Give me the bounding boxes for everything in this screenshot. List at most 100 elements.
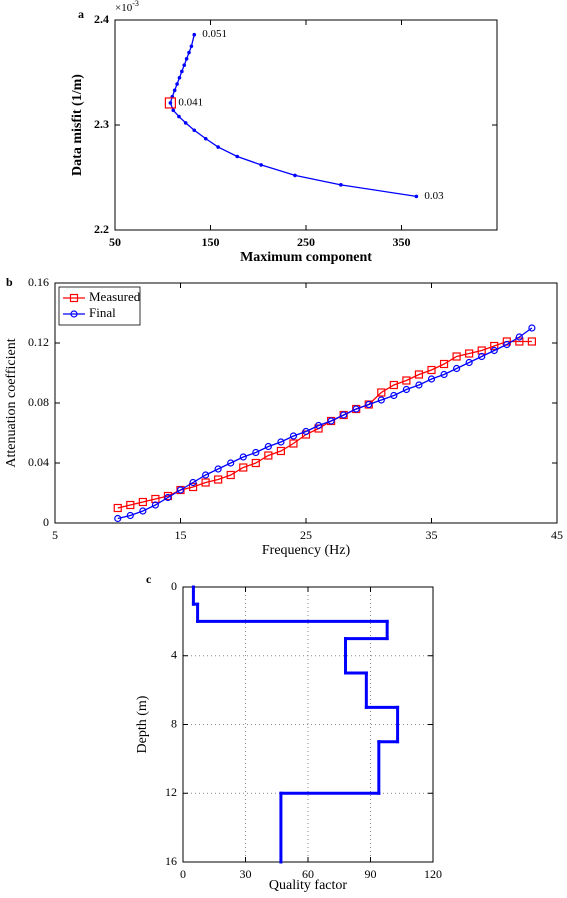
marker — [164, 493, 172, 502]
marker — [227, 459, 235, 467]
multiplier-base: ×10 — [115, 2, 133, 14]
x-tick-label: 5 — [52, 528, 58, 542]
panel-label: a — [78, 7, 84, 21]
marker — [216, 145, 220, 149]
marker — [264, 451, 273, 460]
marker — [176, 486, 185, 494]
y-tick-label: 4 — [171, 648, 177, 662]
y-axis-label: Depth (m) — [135, 695, 150, 753]
marker — [114, 514, 122, 523]
marker — [251, 458, 260, 468]
marker — [465, 349, 474, 358]
point-label: 0.03 — [424, 190, 444, 202]
marker — [187, 50, 191, 55]
marker — [390, 391, 398, 400]
marker — [189, 44, 194, 49]
legend-marker — [70, 310, 78, 318]
marker — [180, 69, 184, 74]
marker — [415, 381, 423, 389]
marker — [327, 417, 335, 425]
marker — [184, 57, 189, 61]
marker — [214, 475, 223, 484]
x-axis-label: Frequency (Hz) — [262, 543, 351, 558]
marker — [183, 121, 188, 125]
series-line — [117, 327, 533, 520]
marker — [365, 400, 373, 409]
marker — [171, 108, 176, 113]
x-tick-label: 0 — [180, 867, 186, 881]
y-tick-label: 16 — [165, 854, 177, 868]
panel-label: b — [6, 275, 13, 289]
marker — [289, 439, 298, 448]
marker — [277, 438, 285, 446]
marker — [192, 32, 197, 37]
y-tick-label: 0.08 — [28, 395, 49, 409]
marker — [259, 163, 263, 167]
legend-marker — [69, 293, 79, 303]
x-tick-label: 90 — [365, 867, 377, 881]
series-line — [169, 34, 417, 198]
marker — [239, 463, 248, 472]
marker — [515, 337, 524, 346]
x-tick-label: 250 — [297, 235, 315, 249]
marker — [527, 337, 537, 346]
x-tick-label: 50 — [109, 235, 121, 249]
x-tick-label: 120 — [424, 867, 442, 881]
marker — [239, 453, 247, 461]
marker — [168, 101, 173, 105]
marker — [340, 411, 348, 419]
panel-label: c — [146, 572, 152, 586]
x-tick-label: 150 — [202, 235, 220, 249]
marker — [314, 421, 323, 430]
marker — [113, 503, 122, 513]
marker — [515, 333, 523, 341]
legend-label: Final — [89, 305, 116, 320]
axis-multiplier: ×10-3 — [115, 0, 139, 14]
marker — [226, 470, 235, 480]
marker — [293, 173, 297, 178]
x-axis-label: Maximum component — [240, 250, 372, 265]
marker — [192, 128, 197, 133]
x-tick-label: 30 — [240, 867, 252, 881]
marker — [490, 346, 498, 355]
marker — [339, 183, 343, 187]
y-tick-label: 0.12 — [28, 335, 49, 349]
y-tick-label: 0 — [43, 515, 49, 529]
marker — [252, 448, 260, 457]
marker — [177, 75, 182, 80]
y-tick-label: 0.16 — [28, 275, 49, 289]
marker — [203, 136, 208, 141]
marker — [214, 465, 222, 473]
y-axis-label: Data misfit (1/m) — [70, 74, 85, 176]
x-tick-label: 15 — [175, 528, 187, 542]
marker — [126, 500, 135, 510]
marker — [264, 442, 272, 451]
legend-label: Measured — [89, 289, 141, 304]
marker — [139, 507, 147, 515]
marker — [440, 370, 448, 379]
y-tick-label: 12 — [165, 785, 177, 799]
marker — [377, 396, 385, 404]
y-tick-label: 2.4 — [94, 12, 109, 26]
point-label: 0.051 — [202, 28, 227, 40]
marker — [177, 114, 181, 119]
marker — [138, 497, 147, 507]
marker — [402, 376, 411, 385]
marker — [402, 385, 410, 394]
multiplier-exponent: -3 — [132, 0, 139, 8]
x-tick-label: 25 — [300, 528, 312, 542]
marker — [302, 427, 310, 436]
marker — [478, 352, 486, 361]
x-tick-label: 60 — [302, 867, 314, 881]
marker — [453, 364, 461, 373]
x-tick-label: 35 — [426, 528, 438, 542]
marker — [202, 471, 210, 479]
legend-box — [58, 286, 141, 326]
x-tick-label: 45 — [551, 528, 563, 542]
marker — [414, 194, 419, 199]
marker — [414, 370, 424, 379]
marker — [503, 340, 511, 349]
y-axis-label: Attenuation coefficient — [4, 338, 19, 467]
marker — [490, 341, 499, 351]
